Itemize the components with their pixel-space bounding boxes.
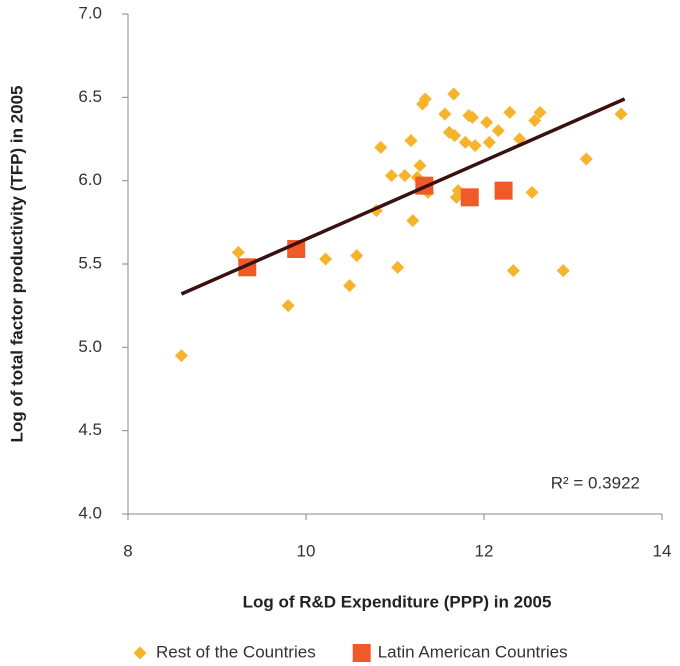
diamond-point bbox=[579, 152, 593, 166]
annotation: R² = 0.3922 bbox=[551, 473, 640, 492]
x-axis-label: Log of R&D Expenditure (PPP) in 2005 bbox=[243, 592, 552, 611]
y-tick-label: 5.5 bbox=[78, 253, 102, 272]
diamond-point bbox=[418, 92, 432, 106]
legend-marker bbox=[352, 644, 371, 662]
diamond-point bbox=[614, 107, 628, 121]
diamond-point bbox=[281, 299, 295, 313]
y-tick-label: 6.5 bbox=[78, 87, 102, 106]
diamond-point bbox=[231, 245, 245, 259]
x-tick-label: 10 bbox=[297, 541, 316, 560]
diamond-point bbox=[438, 107, 452, 121]
trendline bbox=[180, 97, 626, 296]
diamond-point bbox=[343, 279, 357, 293]
y-tick-label: 5.0 bbox=[78, 337, 102, 356]
diamond-point bbox=[448, 129, 462, 143]
diamond-point bbox=[533, 105, 547, 119]
diamond-point bbox=[398, 169, 412, 183]
diamond-point bbox=[391, 260, 405, 274]
x-tick-label: 14 bbox=[653, 541, 672, 560]
legend-label: Rest of the Countries bbox=[156, 642, 316, 661]
diamond-point bbox=[404, 134, 418, 148]
diamond-point bbox=[447, 87, 461, 101]
diamond-point bbox=[406, 214, 420, 228]
diamond-point bbox=[465, 110, 479, 124]
square-point bbox=[460, 188, 479, 207]
diamond-point bbox=[506, 264, 520, 278]
diamond-point bbox=[503, 105, 517, 119]
diamond-point bbox=[458, 135, 472, 149]
diamond-point bbox=[491, 124, 505, 138]
diamond-point bbox=[174, 349, 188, 363]
diamond-point bbox=[480, 115, 494, 129]
diamond-point bbox=[413, 159, 427, 173]
legend-label: Latin American Countries bbox=[378, 642, 568, 661]
diamond-point bbox=[374, 140, 388, 154]
y-tick-label: 4.0 bbox=[78, 503, 102, 522]
x-tick-label: 8 bbox=[123, 541, 132, 560]
x-tick-label: 12 bbox=[475, 541, 494, 560]
square-point bbox=[494, 181, 513, 200]
y-tick-label: 7.0 bbox=[78, 3, 102, 22]
diamond-point bbox=[384, 169, 398, 183]
diamond-point bbox=[525, 185, 539, 199]
diamond-point bbox=[556, 264, 570, 278]
y-tick-label: 6.0 bbox=[78, 170, 102, 189]
legend-marker bbox=[133, 646, 147, 660]
diamond-point bbox=[482, 135, 496, 149]
diamond-point bbox=[528, 114, 542, 128]
y-axis-label: Log of total factor productivity (TFP) i… bbox=[7, 85, 26, 442]
diamond-point bbox=[319, 252, 333, 266]
y-tick-label: 4.5 bbox=[78, 420, 102, 439]
diamond-point bbox=[350, 249, 364, 263]
diamond-point bbox=[468, 139, 482, 153]
